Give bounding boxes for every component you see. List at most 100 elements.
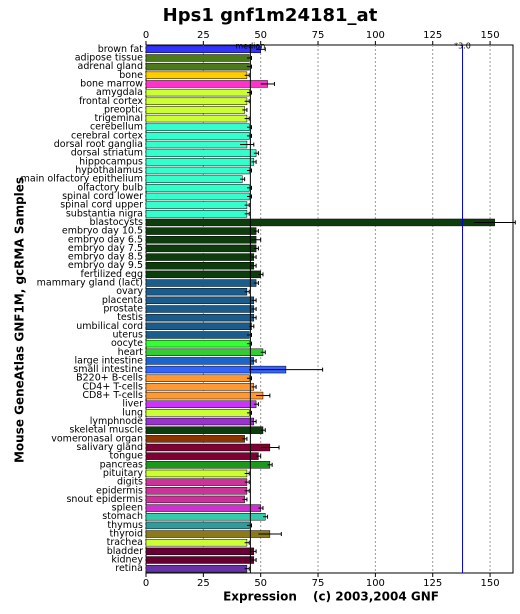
bar: [145, 547, 255, 556]
bar: [145, 478, 248, 486]
bar: [145, 443, 271, 452]
bar: [145, 218, 495, 227]
y-tick-label: embryo day 8.5: [68, 252, 143, 263]
y-tick-label: tongue: [110, 451, 144, 462]
y-tick-label: skeletal muscle: [69, 425, 143, 436]
bar: [145, 564, 248, 573]
bar: [145, 538, 248, 547]
y-tick-label: snout epidermis: [66, 494, 143, 505]
y-tick-label: heart: [118, 347, 144, 358]
bar: [145, 348, 264, 356]
y-tick-label: embryo day 6.5: [68, 234, 143, 245]
y-tick-label: olfactory bulb: [77, 182, 143, 193]
x-tick-label: 50: [254, 30, 267, 41]
bar: [145, 123, 250, 131]
reference-label: median: [235, 42, 265, 51]
bar: [145, 97, 248, 105]
bar: [145, 556, 255, 564]
bar: [145, 54, 250, 62]
y-tick-label: spinal cord upper: [60, 200, 143, 211]
y-tick-label: fertilized egg: [80, 269, 143, 280]
y-tick-label: embryo day 7.5: [68, 243, 143, 254]
bar: [145, 426, 264, 434]
bar: [145, 391, 264, 400]
y-tick-label: frontal cortex: [79, 96, 143, 107]
y-tick-label: pituitary: [103, 468, 144, 479]
y-tick-label: salivary gland: [76, 442, 143, 453]
x-tick-label: 150: [481, 578, 500, 589]
y-tick-label: kidney: [111, 555, 143, 566]
x-tick-label: 75: [312, 30, 325, 41]
y-tick-label: retina: [115, 563, 143, 574]
bar: [145, 158, 255, 166]
bar: [145, 132, 250, 140]
y-tick-label: blastocysts: [90, 217, 143, 228]
y-tick-label: pancreas: [100, 459, 143, 470]
bar: [145, 106, 245, 114]
bar: [145, 469, 248, 478]
bar: [145, 495, 245, 504]
bar: [145, 287, 248, 296]
y-tick-label: substantia nigra: [66, 208, 143, 219]
bar: [145, 279, 257, 287]
y-tick-label: hippocampus: [79, 156, 143, 167]
y-tick-label: amygdala: [96, 87, 143, 98]
y-tick-label: placenta: [102, 295, 143, 306]
y-tick-label: spinal cord lower: [62, 191, 143, 202]
bar: [145, 435, 245, 443]
y-tick-label: testis: [117, 312, 143, 323]
bar: [145, 166, 250, 175]
y-tick-label: small intestine: [73, 364, 143, 375]
bar: [145, 62, 250, 71]
bar: [145, 461, 271, 469]
y-tick-label: brown fat: [98, 44, 144, 55]
x-tick-label: 125: [423, 30, 442, 41]
bar: [145, 236, 257, 244]
y-tick-label: adrenal gland: [78, 61, 143, 72]
bar: [145, 192, 250, 201]
bar: [145, 88, 250, 97]
x-tick-label: 150: [481, 30, 500, 41]
bar: [145, 201, 248, 209]
y-tick-label: stomach: [102, 511, 143, 522]
y-tick-label: CD4+ T-cells: [82, 381, 143, 392]
bar: [145, 513, 266, 521]
y-tick-label: main olfactory epithelium: [21, 174, 143, 185]
y-tick-label: lymphnode: [90, 416, 143, 427]
y-tick-label: oocyte: [111, 338, 143, 349]
y-tick-label: dorsal root ganglia: [54, 139, 143, 150]
y-tick-label: thymus: [107, 520, 143, 531]
y-tick-label: mammary gland (lact): [37, 278, 143, 289]
y-tick-label: uterus: [113, 329, 144, 340]
x-tick-label: 100: [366, 30, 385, 41]
bar: [145, 149, 257, 157]
y-tick-label: cerebellum: [90, 122, 143, 133]
y-tick-label: dorsal striatum: [71, 148, 143, 159]
y-tick-label: bone marrow: [80, 78, 143, 89]
bar: [145, 114, 248, 123]
bar: [145, 374, 250, 382]
y-axis-label: Mouse GeneAtlas GNF1M, gcRMA Samples: [13, 177, 27, 463]
bar: [145, 530, 271, 538]
x-axis-label: Expression: [223, 590, 297, 604]
bar: [145, 227, 257, 235]
x-tick-label: 100: [366, 578, 385, 589]
bar: [145, 417, 255, 426]
y-tick-label: cerebral cortex: [71, 130, 143, 141]
bar: [145, 140, 248, 149]
bar: [145, 313, 255, 322]
footer: (c) 2003,2004 GNF: [313, 590, 439, 604]
x-tick-label: 25: [197, 30, 210, 41]
x-tick-label: 0: [143, 578, 149, 589]
bar: [145, 504, 261, 512]
y-tick-label: vomeronasal organ: [51, 433, 143, 444]
bar: [145, 296, 255, 305]
y-tick-label: liver: [122, 399, 143, 410]
bar: [145, 210, 248, 218]
y-tick-label: bone: [119, 70, 143, 81]
x-tick-label: 125: [423, 578, 442, 589]
bar: [145, 322, 252, 331]
y-tick-label: adipose tissue: [75, 52, 143, 63]
bar: [145, 253, 255, 261]
x-tick-label: 25: [197, 578, 210, 589]
